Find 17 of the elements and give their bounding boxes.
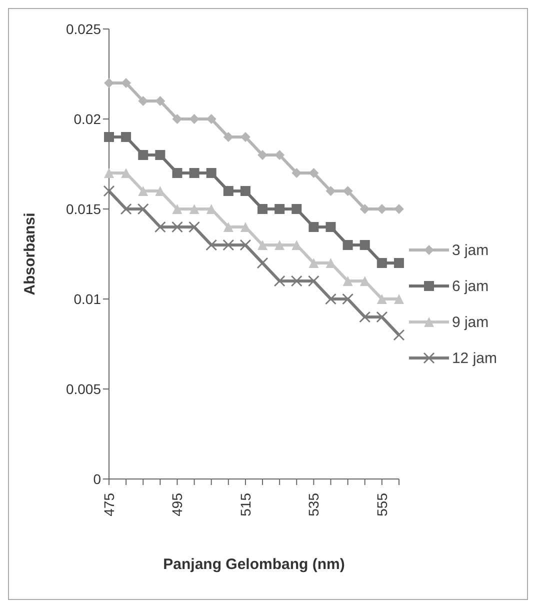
legend-label: 12 jam xyxy=(452,350,497,366)
y-tick-label: 0.015 xyxy=(66,200,102,217)
x-tick-label: 495 xyxy=(169,492,186,516)
y-tick-label: 0.025 xyxy=(66,20,102,37)
legend-label: 6 jam xyxy=(452,278,489,294)
legend-label: 3 jam xyxy=(452,242,489,258)
y-axis-title: Absorbansi xyxy=(21,212,38,296)
x-tick-label: 555 xyxy=(374,492,390,516)
x-tick-label: 535 xyxy=(306,492,322,516)
x-axis-title: Panjang Gelombang (nm) xyxy=(163,556,345,573)
y-tick-label: 0.02 xyxy=(74,110,102,127)
x-tick-label: 475 xyxy=(101,492,117,516)
y-tick-label: 0.01 xyxy=(74,290,102,307)
x-tick-label: 515 xyxy=(237,492,254,516)
y-tick-label: 0.005 xyxy=(66,380,102,397)
y-tick-label: 0 xyxy=(93,470,102,487)
legend-label: 9 jam xyxy=(452,314,489,330)
